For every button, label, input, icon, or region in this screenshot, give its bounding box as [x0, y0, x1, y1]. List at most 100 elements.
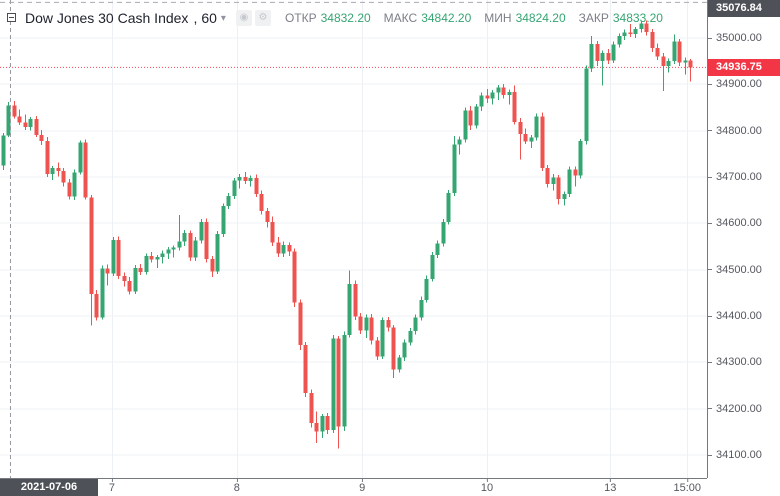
candle [463, 107, 468, 143]
candle [672, 34, 677, 64]
chevron-down-icon[interactable]: ▾ [220, 12, 226, 24]
candle [628, 24, 633, 38]
close-value: 34833.20 [612, 11, 663, 25]
candle [490, 89, 495, 105]
candle [6, 101, 11, 138]
candle [39, 130, 44, 146]
candle [474, 103, 479, 129]
candle [23, 114, 28, 130]
time-tick-label: 7 [108, 479, 115, 494]
chart-plot-area[interactable] [0, 0, 707, 478]
legend-collapse-icon[interactable] [6, 12, 18, 24]
candle [138, 264, 143, 276]
close-label: ЗАКР [578, 11, 609, 25]
candle [353, 280, 358, 321]
candle [639, 21, 644, 33]
candle [683, 57, 688, 75]
candle [622, 29, 627, 40]
candle [287, 242, 292, 257]
candle [254, 174, 259, 197]
interval-value[interactable]: 60 [201, 10, 217, 26]
candle [688, 58, 693, 82]
candle [133, 265, 138, 294]
candle [644, 20, 649, 36]
price-axis[interactable]: 35076.84 34936.75 35000.00 34900.00 34800.… [707, 0, 780, 478]
candle [78, 140, 83, 175]
price-tick-label: 34500.00 [708, 264, 762, 276]
open-pair: ОТКР 34832.20 [285, 11, 371, 25]
candle [534, 113, 539, 141]
eye-icon[interactable]: ◉ [235, 10, 252, 26]
candle [56, 162, 61, 177]
candle [435, 240, 440, 259]
title-separator: , [193, 10, 198, 26]
candle [270, 216, 275, 247]
candle [518, 118, 523, 160]
candle [325, 412, 330, 435]
candle [292, 248, 297, 308]
price-tick-label: 34700.00 [708, 171, 762, 183]
price-tick-label: 34800.00 [708, 125, 762, 137]
candle [666, 58, 671, 73]
candle [600, 50, 605, 86]
candle [298, 299, 303, 350]
price-tick-label: 34600.00 [708, 217, 762, 229]
candle [595, 40, 600, 66]
candle [441, 219, 446, 247]
candle [221, 203, 226, 237]
low-label: МИН [484, 11, 512, 25]
candle [248, 175, 253, 187]
candle [237, 173, 242, 189]
candle [89, 195, 94, 326]
candle [567, 166, 572, 197]
candle [210, 256, 215, 278]
candle [1, 133, 6, 171]
candle [617, 33, 622, 48]
price-tick-label: 34100.00 [708, 449, 762, 461]
candle [160, 250, 165, 264]
candle [479, 92, 484, 111]
time-axis[interactable]: 2021-07-06 05:00:00 7 8 9 10 13 15:00 [0, 478, 707, 496]
candle [276, 236, 281, 258]
candle [193, 236, 198, 261]
time-tick-label: 13 [604, 479, 617, 494]
candle [111, 237, 116, 277]
candle [243, 171, 248, 184]
candle [397, 354, 402, 373]
candle [336, 335, 341, 449]
candle [380, 317, 385, 360]
candle [45, 137, 50, 178]
candle [468, 106, 473, 130]
symbol-title[interactable]: Dow Jones 30 Cash Index [25, 10, 189, 26]
gear-icon[interactable]: ⚙ [254, 10, 271, 26]
candle [540, 112, 545, 171]
candle [320, 413, 325, 438]
candle [584, 65, 589, 145]
candle [155, 254, 160, 268]
price-tick-label: 35000.00 [708, 32, 762, 44]
price-tick-label: 34200.00 [708, 403, 762, 415]
candle [347, 270, 352, 338]
candle [424, 275, 429, 303]
candle [94, 290, 99, 321]
candle [578, 139, 583, 179]
candle [677, 38, 682, 66]
high-pair: МАКС 34842.20 [384, 11, 472, 25]
candle [309, 389, 314, 428]
axis-corner [707, 478, 780, 496]
candle [171, 245, 176, 258]
chart-legend: Dow Jones 30 Cash Index , 60 ▾ ◉ ⚙ ОТКР … [6, 9, 676, 27]
price-tick-label: 34300.00 [708, 356, 762, 368]
candle [606, 49, 611, 64]
candle [149, 252, 154, 263]
candle [265, 208, 270, 228]
candle [28, 116, 33, 131]
candle [562, 191, 567, 206]
candle [303, 341, 308, 398]
candle [457, 136, 462, 155]
candle [402, 339, 407, 361]
candle [105, 264, 110, 286]
candle [204, 218, 209, 263]
high-label: МАКС [383, 11, 418, 25]
